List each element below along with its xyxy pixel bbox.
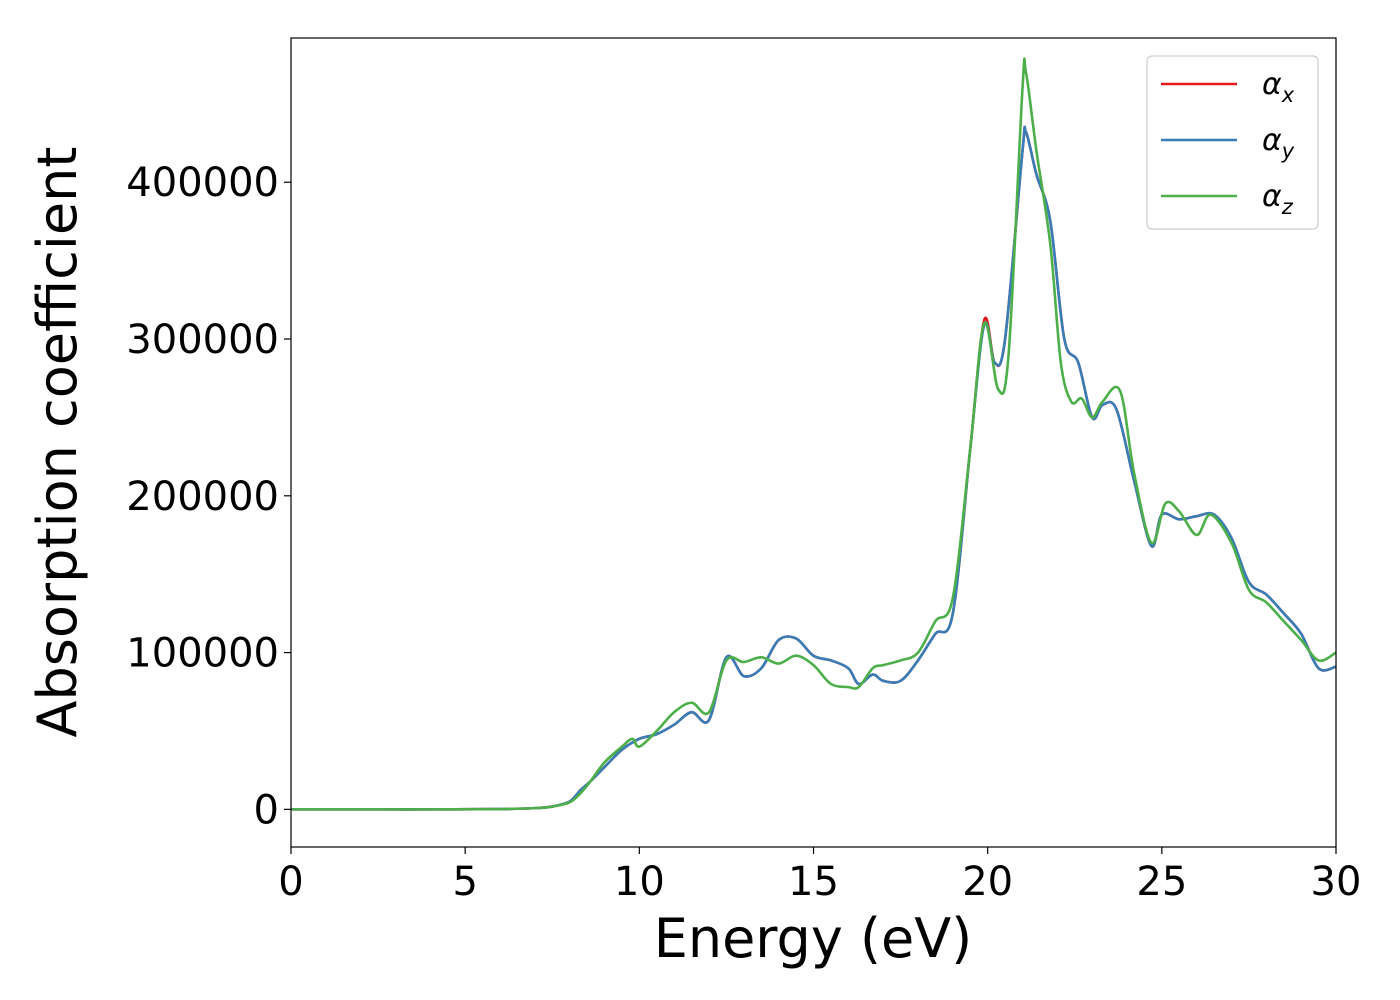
y-axis: 0 100000 200000 300000 400000 xyxy=(126,160,291,833)
x-tick-label: 15 xyxy=(788,859,839,905)
series-layer xyxy=(291,57,1337,811)
series-line-alpha-y xyxy=(291,125,1337,811)
legend-label: αx xyxy=(1262,67,1295,107)
legend-symbol: α xyxy=(1262,179,1282,214)
x-tick-label: 25 xyxy=(1136,859,1187,905)
y-tick-label: 100000 xyxy=(126,631,279,677)
series-line-alpha-z xyxy=(291,57,1337,811)
legend-symbol: α xyxy=(1262,67,1282,102)
x-tick-label: 5 xyxy=(452,859,477,905)
y-tick-label: 0 xyxy=(254,787,279,833)
legend-box xyxy=(1146,55,1319,230)
y-tick-label: 200000 xyxy=(126,474,279,520)
legend-subscript: y xyxy=(1281,139,1295,163)
y-tick-label: 300000 xyxy=(126,317,279,363)
x-axis-label: Energy (eV) xyxy=(654,907,973,970)
legend-symbol: α xyxy=(1262,123,1282,158)
legend-label: αz xyxy=(1262,179,1294,219)
x-axis: 0 5 10 15 20 25 30 xyxy=(278,847,1361,905)
x-tick-label: 0 xyxy=(278,859,303,905)
x-tick-label: 20 xyxy=(962,859,1013,905)
legend-subscript: z xyxy=(1281,195,1294,219)
x-tick-label: 30 xyxy=(1311,859,1362,905)
legend-subscript: x xyxy=(1281,83,1295,107)
x-tick-label: 10 xyxy=(614,859,665,905)
legend-label: αy xyxy=(1262,123,1295,163)
y-tick-label: 400000 xyxy=(126,160,279,206)
y-axis-label: Absorption coefficient xyxy=(26,147,89,738)
